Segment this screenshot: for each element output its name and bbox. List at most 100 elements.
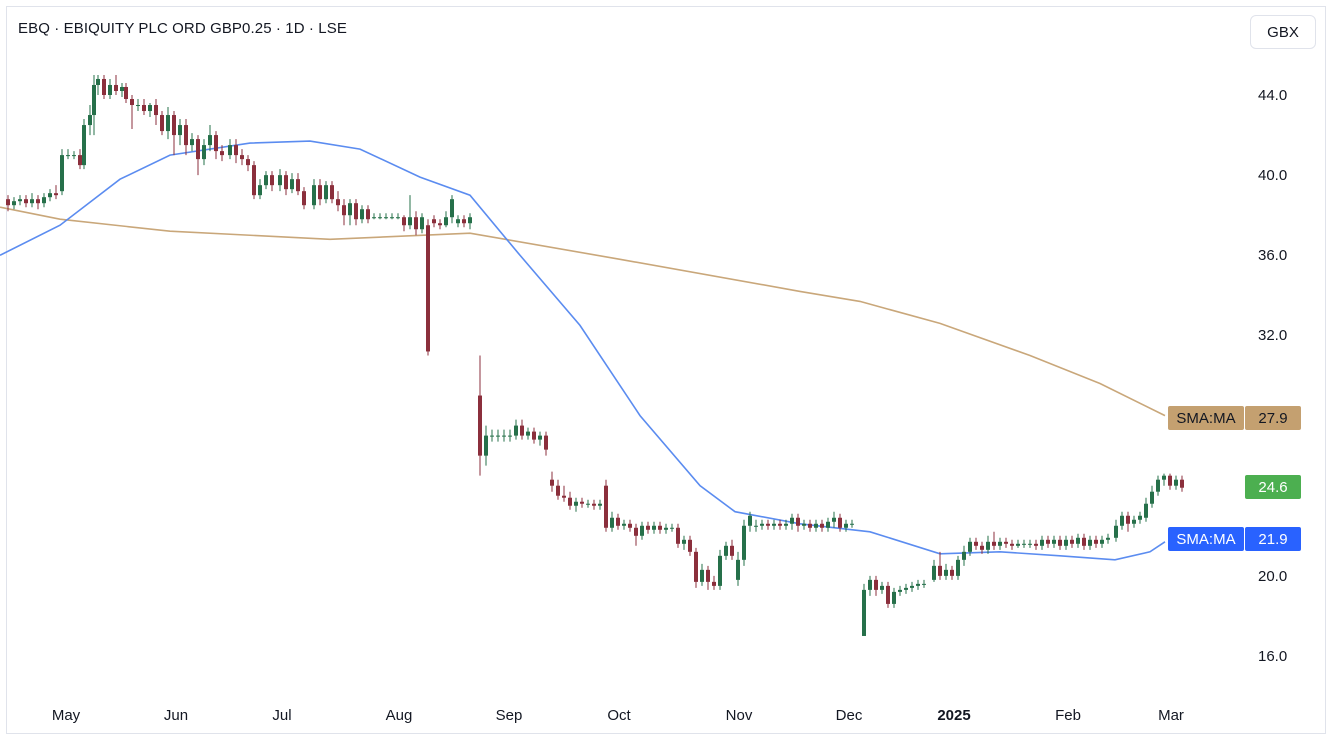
candle [178,119,182,146]
candle [1138,511,1142,524]
candle [108,78,112,100]
candle [1010,539,1014,550]
candle [30,193,34,208]
candle [814,519,818,532]
candle [360,205,364,224]
candle [408,195,412,230]
candle [1100,535,1104,548]
candle-body [664,527,668,530]
candle-body [208,135,212,146]
candle-body [1004,541,1008,544]
candle-body [1064,539,1068,546]
candle-body [604,485,608,528]
candle-body [36,199,40,204]
candle [676,523,680,548]
candle [514,419,518,440]
candle-body [324,185,328,200]
candle-body [514,425,518,436]
candle [478,355,482,476]
candle-body [228,145,232,156]
candle-body [252,165,256,196]
candle [1070,535,1074,548]
tag-value-text: 27.9 [1258,410,1287,427]
candle [342,199,346,226]
candle-body [526,431,530,436]
candle-body [850,523,854,525]
candle [1094,535,1098,548]
candle-body [408,217,412,226]
candle [808,519,812,532]
candle [778,519,782,530]
candle [700,563,704,586]
candle [42,193,46,208]
last-price-tag: 24.6 [1245,475,1301,499]
candle-body [562,495,566,498]
candle [694,547,698,588]
candle-body [196,139,200,160]
candle-body [790,517,794,524]
candle-body [1082,537,1086,546]
candle [1126,511,1130,532]
candle [820,519,824,532]
candle [998,537,1002,550]
candle-body [48,193,52,198]
candle [526,427,530,440]
candle-body [456,219,460,224]
candle-body [998,541,1002,546]
candle [944,563,948,580]
candle [66,149,70,160]
candle [664,523,668,534]
candle-body [712,581,716,586]
candle [706,565,710,590]
candle-body [1156,479,1160,492]
candle [1162,473,1166,486]
x-tick-label: Jul [272,707,291,724]
chart-frame [6,6,1326,734]
candle-body [1120,515,1124,526]
candle-body [1168,475,1172,486]
candle [586,499,590,508]
currency-button[interactable]: GBX [1250,15,1316,49]
candle-body [992,541,996,546]
candle [1046,535,1050,548]
candle [724,541,728,560]
candle [1088,535,1092,550]
candle-body [1052,539,1056,544]
candle [450,195,454,224]
candle [1040,535,1044,550]
candle-body [922,583,926,585]
candle [354,199,358,226]
candle [312,179,316,210]
candle [1076,533,1080,548]
candle-body [478,395,482,456]
candle-body [240,155,244,160]
candle [160,111,164,136]
candle-body [832,517,836,522]
candle-body [772,523,776,526]
candle-body [796,517,800,526]
candle [330,181,334,204]
candle [502,429,506,442]
candle [508,429,512,442]
candle [592,499,596,510]
candle [142,99,146,116]
candle [760,519,764,530]
candle-body [808,523,812,528]
candle [72,151,76,160]
candle [184,119,188,156]
candle-body [348,203,352,216]
candle [742,519,746,566]
candle-body [490,435,494,437]
candle-body [438,223,442,226]
candle [468,213,472,230]
candle [154,99,158,126]
candle [886,581,890,608]
candle [628,519,632,532]
candle-body [378,217,382,219]
candle-body [652,525,656,530]
candle-body [844,523,848,528]
candle-body [66,155,70,157]
candle [634,523,638,546]
candle-body [450,199,454,218]
